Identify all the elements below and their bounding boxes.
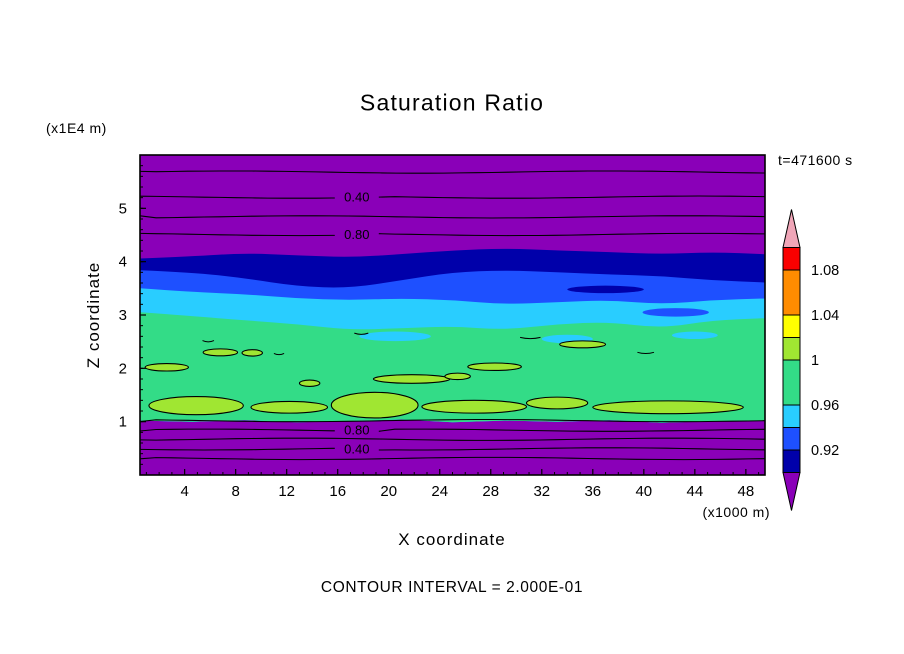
supersaturation-patch [421, 399, 528, 414]
z-tick-label: 2 [119, 360, 127, 377]
contour-line [140, 170, 765, 174]
supersaturation-patch [592, 400, 744, 415]
x-tick-label: 16 [329, 483, 346, 500]
colorbar-segment [782, 314, 801, 338]
x-tick-label: 36 [584, 483, 601, 500]
z-tick-label: 1 [119, 414, 127, 431]
contour-line-label: 0.80 [344, 423, 369, 438]
field-blob [642, 308, 709, 317]
contour-line [378, 232, 765, 237]
z-tick-label: 4 [119, 254, 127, 271]
supersaturation-patch [559, 340, 607, 349]
contour-line [378, 195, 765, 199]
contour-line [140, 437, 765, 441]
contour-mark [202, 340, 215, 343]
x-tick-label: 12 [278, 483, 295, 500]
supersaturation-patch [298, 379, 321, 388]
contour-line-label: 0.40 [344, 441, 369, 456]
supersaturation-patch [148, 396, 244, 416]
x-tick-label: 48 [738, 483, 755, 500]
colorbar-tick-label: 1 [811, 353, 819, 369]
contour-line [140, 456, 765, 461]
contour-line [378, 428, 765, 432]
x-tick-label: 4 [180, 483, 188, 500]
x-units-label: (x1000 m) [702, 504, 770, 520]
colorbar-arrow-bottom [782, 472, 801, 511]
contour-mark [637, 351, 655, 355]
colorbar-segment [782, 404, 801, 428]
supersaturation-patch [525, 396, 589, 410]
colorbar-tick-label: 1.08 [811, 263, 839, 279]
contour-line [140, 195, 335, 199]
fill-band-green [140, 312, 765, 423]
x-tick-label: 40 [635, 483, 652, 500]
contour-mark [273, 352, 285, 356]
colorbar-segment [782, 337, 801, 361]
z-tick-label: 5 [119, 200, 127, 217]
plot-title: Saturation Ratio [359, 89, 545, 116]
supersaturation-patch [467, 362, 522, 372]
supersaturation-patch [250, 400, 329, 414]
colorbar-tick-label: 0.96 [811, 398, 839, 414]
contour-line [378, 447, 765, 451]
colorbar-segment [782, 449, 801, 473]
supersaturation-patch [372, 374, 451, 384]
field-blob [671, 331, 718, 339]
field-blob [359, 331, 431, 342]
supersaturation-patch [330, 391, 419, 419]
colorbar-segment [782, 359, 801, 406]
contour-line [140, 215, 765, 219]
colorbar-tick-label: 0.92 [811, 443, 839, 459]
contour-line [140, 232, 335, 237]
contour-field: 0.40 0.80 0.80 0.40 [140, 155, 765, 475]
colorbar-segment [782, 427, 801, 451]
contour-line [140, 428, 335, 432]
colorbar-arrow-top [782, 209, 801, 248]
colorbar-segment [782, 269, 801, 316]
supersaturation-patch [444, 372, 471, 381]
colorbar-segment [782, 247, 801, 271]
x-tick-label: 28 [482, 483, 499, 500]
contour-line-label: 0.40 [344, 190, 369, 205]
time-annotation: t=471600 s [778, 152, 853, 168]
contour-mark [519, 336, 541, 340]
contour-interval-note: CONTOUR INTERVAL = 2.000E-01 [320, 579, 584, 596]
contour-mark [354, 332, 369, 335]
z-axis-title: Z coordinate [84, 261, 103, 369]
x-tick-label: 20 [380, 483, 397, 500]
z-tick-label: 3 [119, 307, 127, 324]
contour-line [140, 418, 765, 423]
x-tick-label: 24 [431, 483, 448, 500]
supersaturation-patch [241, 349, 263, 357]
colorbar-tick-label: 1.04 [811, 308, 839, 324]
supersaturation-patch [202, 348, 239, 357]
x-tick-label: 8 [231, 483, 239, 500]
contour-line [140, 447, 335, 451]
x-tick-label: 44 [687, 483, 704, 500]
z-units-label: (x1E4 m) [46, 120, 107, 136]
colorbar: 1.08 1.04 1 0.96 0.92 [782, 209, 839, 511]
supersaturation-patch [144, 362, 190, 372]
x-tick-label: 32 [533, 483, 550, 500]
contour-line-label: 0.80 [344, 227, 369, 242]
x-axis-title: X coordinate [398, 530, 506, 549]
field-blob [567, 285, 644, 294]
